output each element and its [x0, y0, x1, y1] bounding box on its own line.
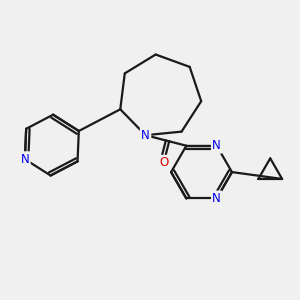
- Text: N: N: [20, 153, 29, 166]
- Text: O: O: [159, 156, 168, 169]
- Text: N: N: [212, 139, 221, 152]
- Text: N: N: [141, 129, 150, 142]
- Text: N: N: [212, 192, 221, 205]
